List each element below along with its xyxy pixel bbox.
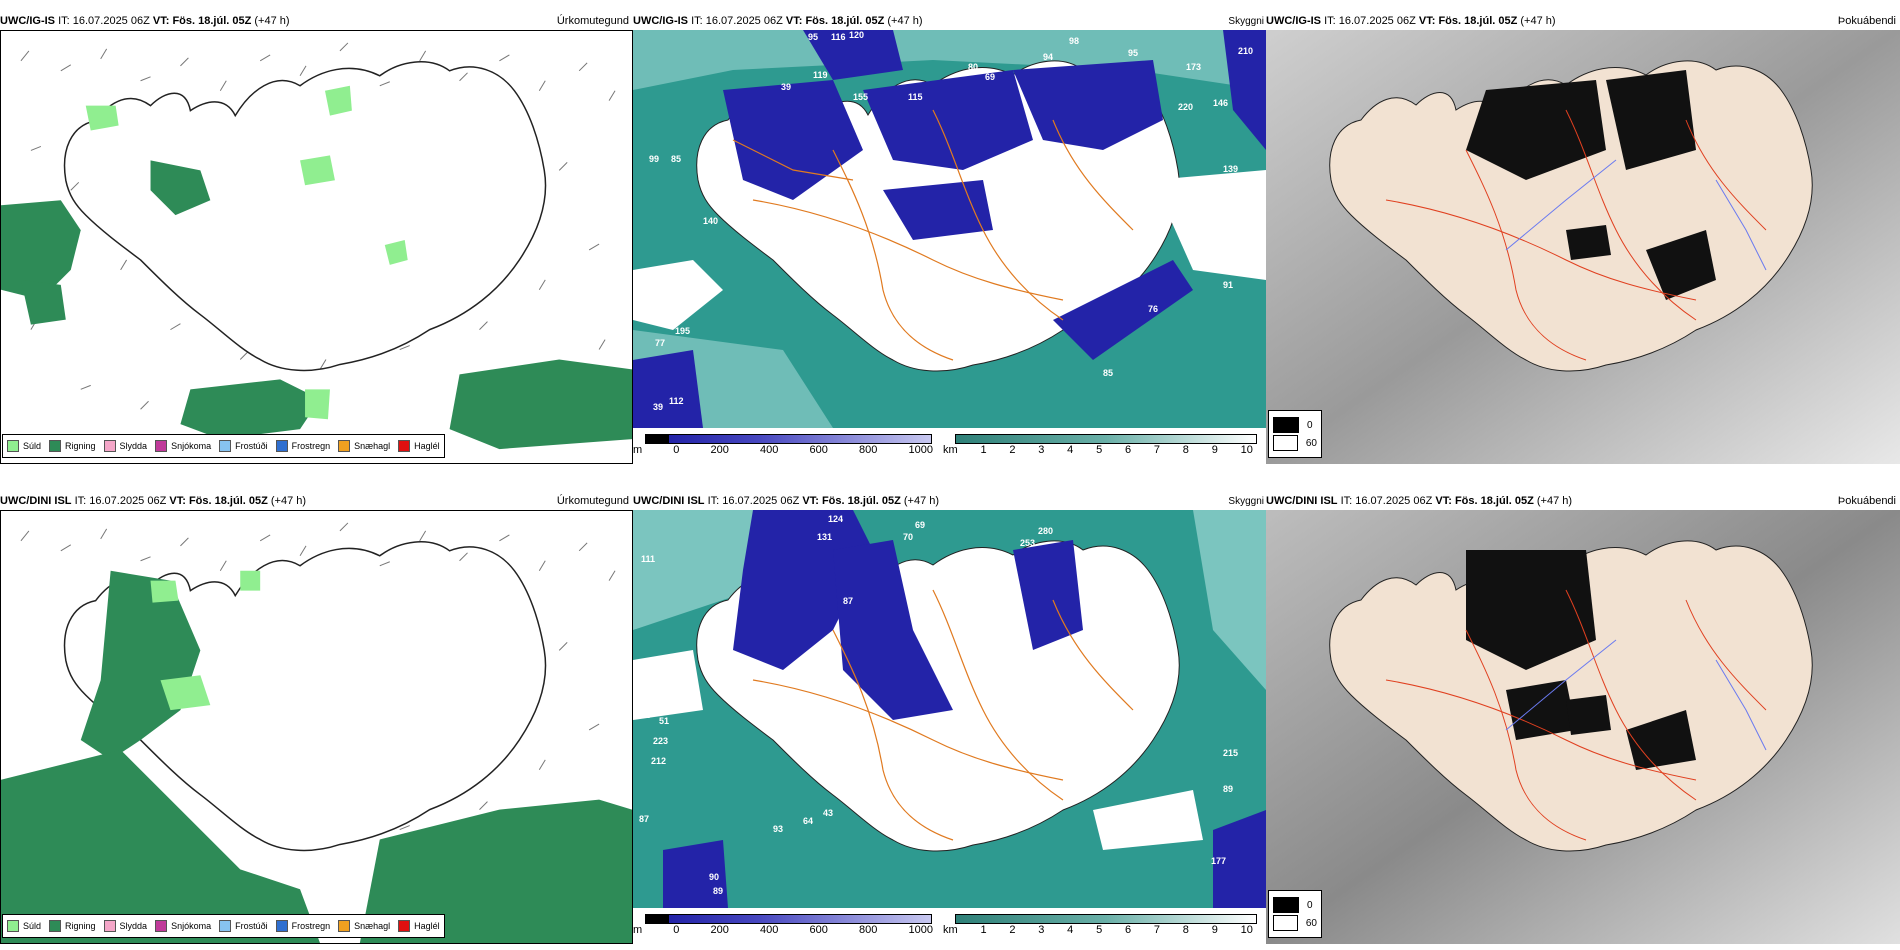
precip-map [0,510,633,944]
roads [732,109,1134,361]
fog-map [1266,510,1900,944]
visibility-panel-bottom: UWC/DINI ISL IT: 16.07.2025 06Z VT: Fös.… [633,492,1266,944]
rain-areas [1,160,632,450]
panel-header: UWC/DINI ISL IT: 16.07.2025 06Z VT: Fös.… [0,492,633,510]
legend-item: Frostregn [275,440,330,452]
panel-header: UWC/IG-IS IT: 16.07.2025 06Z VT: Fös. 18… [633,15,923,27]
visibility-scale-km: km 1 2 3 4 5 6 7 8 9 10 [943,434,1263,462]
precip-map [0,30,633,464]
precip-legend: Súld Rigning Slydda Snjókoma Frostúði Fr… [2,434,445,458]
drizzle-areas [85,85,408,420]
cloud-base-labels-bottom: 124 69 131 70 280 253 111 87 65 51 146 1… [639,514,1239,896]
panel-title: Skyggni [1228,496,1264,507]
cloud-base-labels-top: 95 116 120 39 119 155 115 80 69 94 98 95… [649,30,1254,412]
panel-title: Úrkomutegund [556,495,629,507]
legend-item: Rigning [49,440,96,452]
panel-title: Skyggni [1228,16,1264,27]
panel-header: UWC/IG-IS IT: 16.07.2025 06Z VT: Fös. 18… [1266,12,1900,30]
legend-item: Slydda [103,440,147,452]
legend-item: Snjókoma [155,920,211,932]
rivers [1505,159,1767,271]
visibility-map [633,30,1266,428]
model-name: UWC/IG-IS [0,15,55,27]
visibility-scale-m: m 0 200 400 600 800 1000 [633,434,938,462]
legend-item: Rigning [49,920,96,932]
legend-item: Haglél [398,920,440,932]
valid-time: Fös. 18.júl. 05Z [172,15,252,27]
fog-panel-bottom: UWC/DINI ISL IT: 16.07.2025 06Z VT: Fös.… [1266,492,1900,944]
lead-time: (+47 h) [254,15,290,27]
legend-item: Snjókoma [155,440,211,452]
fog-legend: 0 60 [1268,890,1322,938]
roads [1385,109,1767,361]
legend-item: 60 [1273,915,1317,931]
legend-item: Frostúði [219,920,268,932]
legend-item: 60 [1273,435,1317,451]
legend-item: Snæhagl [338,440,390,452]
precip-legend: Súld Rigning Slydda Snjókoma Frostúði Fr… [2,914,445,938]
panel-title: Úrkomutegund [556,15,629,27]
fog-legend: 0 60 [1268,410,1322,458]
visibility-scale-m: m 0 200 400 600 800 1000 [633,914,938,942]
panel-header: UWC/DINI ISL IT: 16.07.2025 06Z VT: Fös.… [633,495,940,507]
fog-panel-top: UWC/IG-IS IT: 16.07.2025 06Z VT: Fös. 18… [1266,12,1900,464]
init-time: 16.07.2025 06Z [72,15,150,27]
panel-title: Þokuábendi [1837,495,1896,507]
legend-item: 0 [1273,897,1317,913]
legend-item: Snæhagl [338,920,390,932]
coastline [63,61,547,372]
legend-item: 0 [1273,417,1317,433]
model-name: UWC/DINI ISL [0,495,72,507]
panel-title: Þokuábendi [1837,15,1896,27]
panel-header: UWC/IG-IS IT: 16.07.2025 06Z VT: Fös. 18… [0,12,633,30]
visibility-panel-top: UWC/IG-IS IT: 16.07.2025 06Z VT: Fös. 18… [633,12,1266,464]
legend-item: Frostúði [219,440,268,452]
visibility-scale-km: km 1 2 3 4 5 6 7 8 9 10 [943,914,1263,942]
fog-dark-areas [1466,70,1716,300]
legend-item: Frostregn [275,920,330,932]
panel-header: UWC/DINI ISL IT: 16.07.2025 06Z VT: Fös.… [1266,492,1900,510]
legend-item: Haglél [398,440,440,452]
precip-panel-top: UWC/IG-IS IT: 16.07.2025 06Z VT: Fös. 18… [0,12,633,464]
low-vis-areas [633,30,1266,428]
legend-item: Súld [7,440,41,452]
wind-barbs [20,42,620,410]
legend-item: Súld [7,920,41,932]
precip-panel-bottom: UWC/DINI ISL IT: 16.07.2025 06Z VT: Fös.… [0,492,633,944]
visibility-map [633,510,1266,908]
legend-item: Slydda [103,920,147,932]
fog-map [1266,30,1900,464]
